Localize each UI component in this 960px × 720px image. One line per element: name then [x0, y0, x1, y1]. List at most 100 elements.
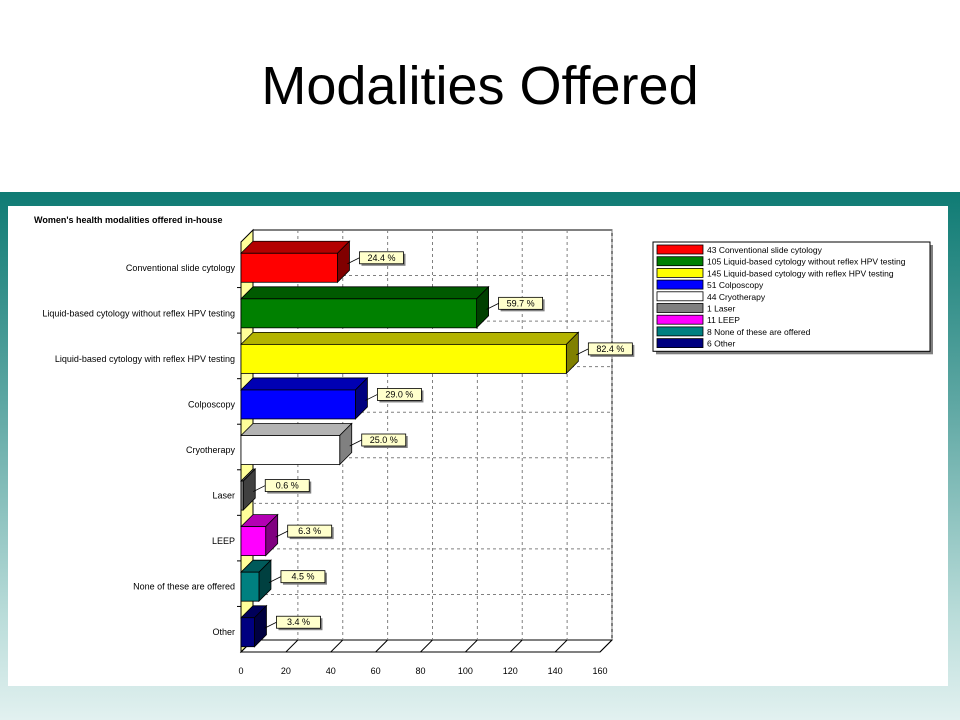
bar-top-face [240, 377, 369, 391]
data-label: 25.0 % [370, 435, 398, 445]
bar [240, 240, 351, 284]
data-label-leader [264, 621, 277, 629]
bar-front-face [240, 571, 260, 602]
x-tick-label: 20 [281, 666, 291, 676]
slide-title: Modalities Offered [261, 56, 699, 116]
legend-entry: 8 None of these are offered [707, 327, 811, 337]
legend-swatch [656, 303, 704, 313]
legend-swatch [656, 256, 704, 267]
data-label-leader [268, 576, 282, 584]
data-label: 24.4 % [367, 253, 395, 263]
plot-area: 0 20 40 60 80 100 120 140 160 Conventional slide … [42, 228, 635, 676]
bar [240, 604, 268, 648]
floor-tick [554, 639, 568, 653]
data-label-leader [486, 302, 499, 310]
bar-front-face [240, 435, 341, 465]
legend: 43 Conventional slide cytology 105 Liquid… [652, 241, 933, 355]
bar [240, 468, 257, 512]
bar [240, 559, 272, 603]
data-label: 29.0 % [385, 389, 413, 399]
bar [240, 376, 369, 420]
bar-front-face [240, 389, 356, 420]
x-tick-label: 80 [415, 666, 425, 676]
data-label: 3.4 % [287, 617, 310, 627]
floor-tick [375, 639, 388, 653]
category-label: Conventional slide cytology [126, 263, 236, 273]
data-label: 82.4 % [596, 344, 624, 354]
floor-tick [599, 639, 613, 653]
category-label: LEEP [212, 536, 235, 546]
legend-entry: 105 Liquid-based cytology without reflex… [707, 257, 906, 267]
data-label-box [287, 524, 333, 538]
data-label-box [587, 342, 633, 356]
category-label: Liquid-based cytology without reflex HPV… [42, 308, 235, 318]
bar-top-face [240, 240, 351, 254]
bar-top-face [240, 423, 353, 436]
bar-front-face [240, 526, 267, 557]
data-label-box [359, 251, 404, 265]
data-label-box [280, 570, 326, 584]
legend-entry: 6 Other [707, 339, 736, 349]
legend-swatch [656, 279, 704, 290]
category-label: Cryotherapy [186, 445, 236, 455]
legend-entry: 145 Liquid-based cytology with reflex HP… [707, 268, 894, 278]
category-label: Laser [212, 491, 235, 501]
bar-front-face [240, 480, 244, 511]
data-label: 6.3 % [298, 526, 321, 536]
data-label-box [498, 296, 543, 310]
data-label: 59.7 % [507, 298, 535, 308]
chart-panel: Women's health modalities offered in-hou… [8, 206, 948, 686]
floor-tick [465, 639, 478, 653]
legend-swatch [656, 326, 704, 337]
legend-swatch [656, 338, 704, 349]
legend-swatch [656, 244, 704, 255]
bar-chart: Women's health modalities offered in-hou… [34, 215, 933, 676]
bar [240, 513, 279, 557]
x-tick-label: 60 [371, 666, 381, 676]
bar [240, 331, 580, 375]
bar [240, 422, 353, 466]
bar [240, 285, 490, 329]
x-tick-label: 140 [548, 666, 563, 676]
data-label-leader [365, 394, 378, 401]
data-label-box [264, 479, 310, 492]
data-label-leader [275, 530, 288, 538]
legend-entry: 1 Laser [707, 304, 736, 314]
bar-front-face [240, 343, 567, 374]
legend-swatch [656, 268, 704, 278]
category-label: None of these are offered [133, 582, 235, 592]
legend-entry: 51 Colposcopy [707, 280, 764, 290]
x-tick-label: 100 [458, 666, 473, 676]
category-label: Colposcopy [188, 399, 236, 409]
data-label: 0.6 % [276, 481, 299, 491]
floor-tick [285, 639, 299, 653]
chart-title: Women's health modalities offered in-hou… [34, 215, 223, 225]
floor-tick [420, 639, 433, 653]
bar-top-face [240, 286, 490, 300]
x-tick-label: 0 [238, 666, 243, 676]
category-label: Other [212, 627, 235, 637]
floor-tick [509, 639, 523, 653]
x-tick-label: 40 [326, 666, 336, 676]
bar-front-face [240, 617, 255, 648]
legend-swatch [656, 314, 704, 325]
data-label-leader [349, 439, 362, 447]
data-label-leader [576, 348, 589, 356]
bar-front-face [240, 298, 477, 329]
data-label-leader [253, 485, 266, 492]
data-label-box [361, 433, 407, 447]
data-label-leader [347, 257, 360, 265]
legend-entry: 44 Cryotherapy [707, 292, 766, 302]
legend-entry: 43 Conventional slide cytology [707, 245, 823, 255]
data-label: 4.5 % [291, 572, 314, 582]
bar-front-face [240, 252, 338, 283]
legend-swatch [656, 291, 704, 302]
floor-tick [330, 639, 344, 653]
x-tick-label: 160 [592, 666, 607, 676]
x-tick-label: 120 [503, 666, 518, 676]
data-label-box [276, 615, 321, 629]
category-label: Liquid-based cytology with reflex HPV te… [55, 354, 235, 364]
data-label-box [377, 388, 422, 401]
legend-entry: 11 LEEP [707, 315, 740, 325]
bar-top-face [240, 331, 580, 345]
